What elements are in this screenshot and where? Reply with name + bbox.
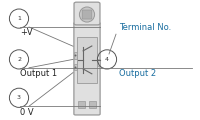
Ellipse shape [79, 7, 95, 22]
Text: Output 2: Output 2 [119, 69, 156, 78]
Bar [89, 101, 96, 108]
Text: 3: 3 [17, 95, 21, 100]
Bar [77, 37, 97, 83]
FancyBboxPatch shape [74, 23, 100, 115]
FancyBboxPatch shape [82, 10, 92, 19]
Text: Output 1: Output 1 [20, 69, 57, 78]
Bar [74, 64, 77, 70]
Text: 0 V: 0 V [20, 108, 34, 117]
Bar [78, 101, 85, 108]
Bar [74, 52, 77, 59]
Text: 2: 2 [17, 57, 21, 62]
FancyBboxPatch shape [74, 2, 100, 25]
Text: +V: +V [20, 28, 33, 37]
Text: 1: 1 [17, 16, 21, 21]
Text: 4: 4 [105, 57, 109, 62]
Bar [97, 59, 100, 66]
Text: Terminal No.: Terminal No. [119, 23, 171, 32]
